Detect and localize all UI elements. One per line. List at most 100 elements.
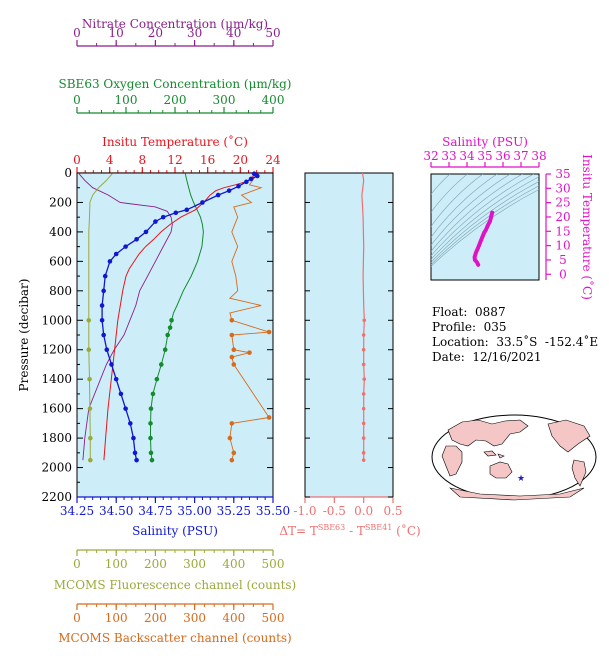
fluorescence-point bbox=[86, 317, 92, 323]
ts-y-tick-label: 20 bbox=[555, 210, 570, 224]
nitrate-tick-label: 0 bbox=[73, 26, 81, 40]
nitrate-axis-title: Nitrate Concentration (μm/kg) bbox=[82, 17, 268, 31]
pressure-tick-label: 0 bbox=[64, 166, 72, 180]
ts-x-tick-label: 33 bbox=[441, 149, 456, 163]
temperature-tick-label: 16 bbox=[200, 153, 215, 167]
oxygen-point bbox=[154, 376, 160, 382]
fluorescence-line bbox=[88, 173, 113, 461]
ts-y-tick-label: 30 bbox=[555, 181, 570, 195]
backscatter-tick-label: 200 bbox=[144, 611, 167, 625]
salinity-point bbox=[226, 188, 232, 193]
oxygen-point bbox=[162, 347, 168, 353]
salinity-point bbox=[101, 288, 106, 294]
fluorescence-axis: 0 100 200 300 400 500 bbox=[73, 549, 285, 571]
oxygen-point bbox=[165, 332, 170, 338]
salinity-point bbox=[248, 176, 254, 182]
date: Date: 12/16/2021 bbox=[432, 350, 542, 364]
oxygen-point bbox=[149, 457, 155, 463]
salinity-axis-title: Salinity (PSU) bbox=[132, 524, 218, 538]
nitrate-tick-label: 30 bbox=[187, 26, 202, 40]
salinity-tick-label: 35.00 bbox=[177, 504, 211, 518]
salinity-point bbox=[134, 457, 139, 463]
nitrate-line bbox=[78, 173, 173, 461]
ts-isopycnal bbox=[431, 174, 535, 257]
series-layer bbox=[78, 171, 272, 463]
map-antarctica bbox=[448, 487, 585, 501]
nitrate-axis: 0 10 20 30 40 50 bbox=[73, 26, 281, 47]
ts-x-tick-label: 38 bbox=[531, 149, 546, 163]
map-north-america bbox=[547, 419, 591, 453]
ts-x-tick-label: 36 bbox=[495, 149, 510, 163]
oxygen-axis: 0 100 200 300 400 bbox=[73, 93, 284, 114]
delta-point bbox=[361, 333, 366, 337]
salinity-point bbox=[107, 259, 113, 264]
ts-x-tick-label: 35 bbox=[477, 149, 492, 163]
ts-isopycnal bbox=[431, 176, 539, 261]
delta-point bbox=[361, 458, 366, 462]
map-indonesia bbox=[483, 450, 505, 459]
fluorescence-tick-label: 300 bbox=[183, 557, 206, 571]
backscatter-point bbox=[231, 347, 237, 353]
fluorescence-point bbox=[88, 457, 93, 463]
fluorescence-tick-label: 500 bbox=[262, 557, 285, 571]
oxygen-axis-title: SBE63 Oxygen Concentration (μm/kg) bbox=[59, 77, 292, 91]
ts-isopycnal bbox=[431, 174, 511, 246]
pressure-tick-label: 400 bbox=[49, 225, 72, 239]
fluorescence-point bbox=[87, 376, 92, 382]
delta-point bbox=[361, 406, 366, 411]
backscatter-point bbox=[229, 332, 235, 338]
salinity-point bbox=[236, 183, 241, 189]
pressure-tick-label: 1000 bbox=[41, 313, 72, 327]
salinity-point bbox=[244, 179, 249, 185]
ts-isopycnal bbox=[431, 174, 523, 252]
temperature-line bbox=[103, 173, 254, 461]
ts-isopycnal bbox=[431, 174, 498, 238]
fluorescence-tick-label: 400 bbox=[222, 557, 245, 571]
salinity-tick-label: 35.25 bbox=[217, 504, 251, 518]
oxygen-line bbox=[150, 173, 204, 461]
salinity-axis: 34.25 34.50 34.75 35.00 35.25 35.50 bbox=[60, 496, 290, 518]
ts-x-tick-label: 34 bbox=[459, 149, 475, 163]
backscatter-tick-label: 300 bbox=[183, 611, 206, 625]
oxygen-tick-label: 200 bbox=[164, 93, 187, 107]
salinity-point bbox=[143, 229, 149, 235]
oxygen-tick-label: 300 bbox=[213, 93, 236, 107]
salinity-point bbox=[99, 303, 105, 308]
salinity-point bbox=[123, 406, 128, 411]
backscatter-point bbox=[229, 317, 235, 323]
world-map: ★ bbox=[431, 414, 597, 501]
backscatter-point bbox=[231, 362, 237, 367]
delta-point bbox=[362, 377, 367, 381]
map-africa bbox=[441, 445, 463, 477]
ts-isopycnal bbox=[431, 174, 468, 213]
fluorescence-axis-title: MCOMS Fluorescence channel (counts) bbox=[54, 578, 297, 592]
ts-x-tick-label: 32 bbox=[423, 149, 438, 163]
backscatter-point bbox=[266, 329, 272, 335]
nitrate-tick-label: 40 bbox=[226, 26, 241, 40]
ts-y-tick-label: 25 bbox=[555, 196, 570, 210]
temperature-tick-label: 20 bbox=[233, 153, 248, 167]
ts-isopycnals bbox=[431, 174, 539, 267]
salinity-tick-label: 34.25 bbox=[60, 504, 94, 518]
map-south-america bbox=[571, 459, 587, 487]
temperature-tick-label: 8 bbox=[139, 153, 147, 167]
temperature-axis: 0 4 8 12 16 20 24 bbox=[73, 153, 281, 174]
delta-point bbox=[361, 347, 366, 352]
ts-isopycnal bbox=[431, 185, 539, 266]
ts-line bbox=[472, 210, 495, 267]
ts-series bbox=[472, 210, 495, 267]
ts-y-tick-label: 0 bbox=[559, 267, 567, 281]
salinity-point bbox=[173, 210, 179, 216]
ts-isopycnal bbox=[431, 181, 539, 263]
pressure-tick-label: 1400 bbox=[41, 372, 72, 386]
salinity-point bbox=[200, 200, 205, 205]
backscatter-point bbox=[229, 354, 235, 360]
oxygen-point bbox=[148, 435, 153, 441]
salinity-tick-label: 34.75 bbox=[138, 504, 172, 518]
pressure-axis: 0 200 400 600 800 1000 1200 1400 1600 1800 2000 220… bbox=[41, 166, 273, 504]
map-asia bbox=[447, 419, 529, 447]
delta-axis-title: ΔT= TSBE63 - TSBE41 (˚C) bbox=[279, 523, 420, 538]
backscatter-axis-title: MCOMS Backscatter channel (counts) bbox=[58, 631, 291, 645]
pressure-tick-label: 600 bbox=[49, 254, 72, 268]
